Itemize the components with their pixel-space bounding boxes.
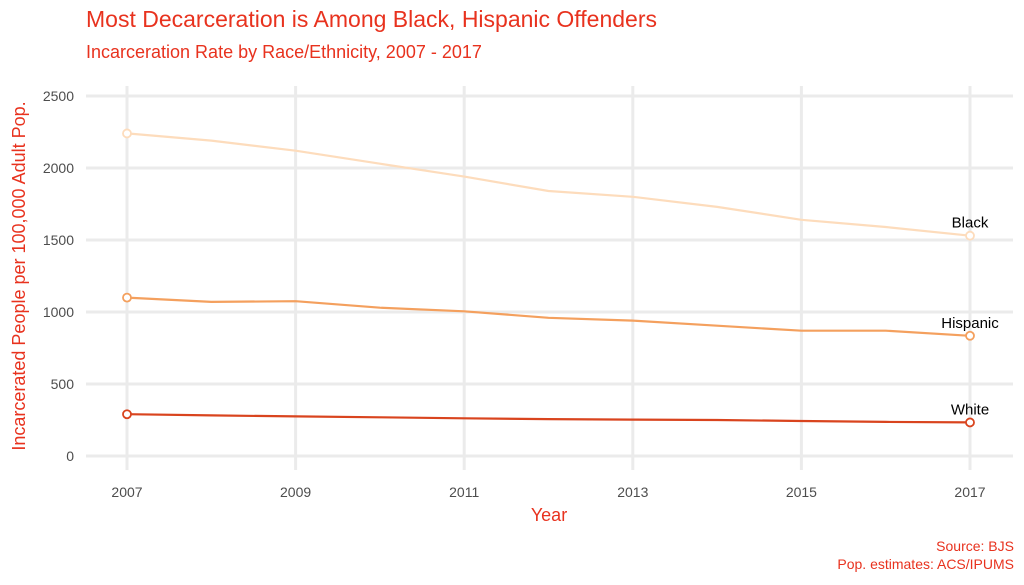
- y-tick-label: 0: [66, 448, 74, 464]
- y-gridlines: [86, 94, 1013, 458]
- y-tick-label: 1000: [43, 304, 74, 320]
- series-label-hispanic: Hispanic: [941, 315, 999, 332]
- series-endpoints: [122, 128, 975, 428]
- pop-estimates-caption: Pop. estimates: ACS/IPUMS: [837, 556, 1014, 572]
- chart-subtitle: Incarceration Rate by Race/Ethnicity, 20…: [86, 42, 482, 62]
- y-tick-labels: 0 500 1000 1500 2000 2500: [43, 88, 74, 464]
- y-axis-label: Incarcerated People per 100,000 Adult Po…: [9, 101, 29, 450]
- x-tick-labels: 2007 2009 2011 2013 2015 2017: [111, 484, 985, 500]
- series-line-hispanic: [126, 296, 971, 337]
- x-tick-label: 2009: [280, 484, 311, 500]
- series-point-white: [122, 409, 132, 420]
- series-point-black: [965, 230, 975, 241]
- x-tick-label: 2011: [449, 484, 479, 500]
- series-point-hispanic: [122, 292, 132, 303]
- chart-title: Most Decarceration is Among Black, Hispa…: [86, 6, 657, 32]
- series-point-white: [965, 417, 975, 428]
- x-tick-label: 2007: [111, 484, 142, 500]
- x-tick-label: 2013: [617, 484, 648, 500]
- source-caption: Source: BJS: [936, 538, 1014, 554]
- series-label-black: Black: [952, 215, 989, 232]
- series-line-black: [126, 132, 971, 237]
- x-tick-label: 2015: [786, 484, 817, 500]
- series-line-white: [126, 413, 971, 424]
- y-tick-label: 2000: [43, 160, 74, 176]
- series-point-black: [122, 128, 132, 139]
- x-gridlines: [125, 86, 972, 470]
- x-tick-label: 2017: [954, 484, 985, 500]
- y-tick-label: 1500: [43, 232, 74, 248]
- x-axis-label: Year: [531, 505, 567, 525]
- series-lines: [126, 132, 971, 424]
- y-tick-label: 500: [51, 376, 75, 392]
- series-labels: Black Hispanic White: [941, 215, 999, 419]
- series-point-hispanic: [965, 330, 975, 341]
- y-tick-label: 2500: [43, 88, 74, 104]
- series-label-white: White: [951, 401, 989, 418]
